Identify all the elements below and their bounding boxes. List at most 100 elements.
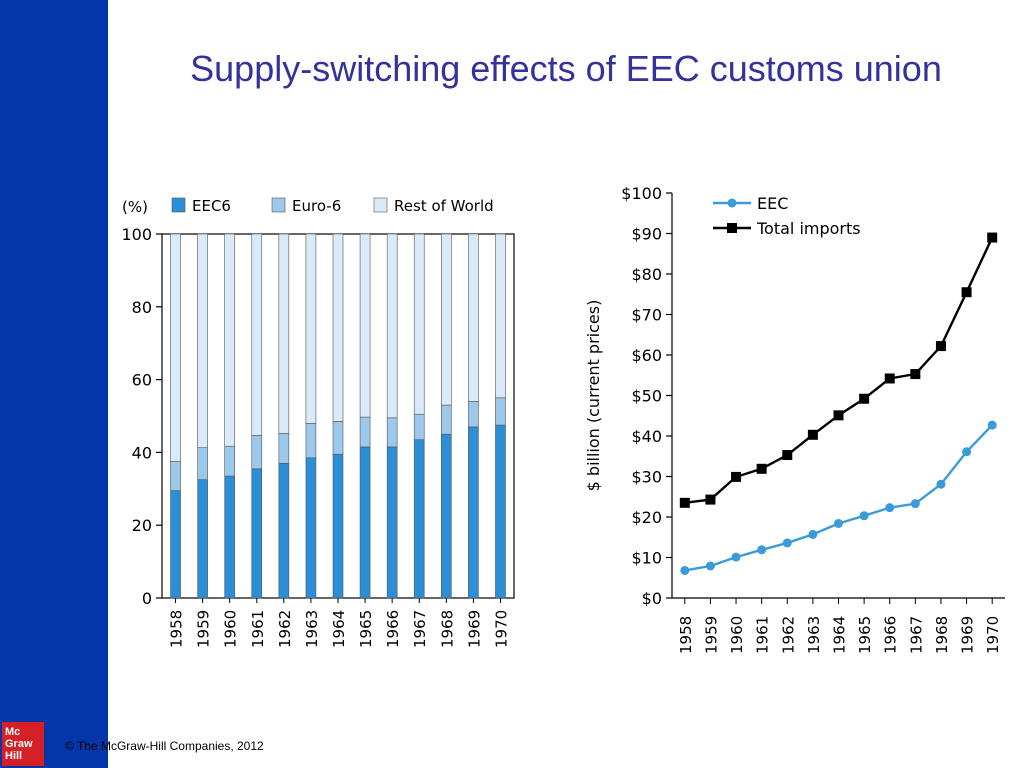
copyright-text: © The McGraw-Hill Companies, 2012 (65, 739, 264, 753)
x-tick-label: 1964 (831, 616, 849, 654)
data-point (885, 503, 895, 513)
legend-label: Total imports (756, 219, 861, 238)
x-tick-label: 1964 (330, 610, 348, 648)
bar-segment (305, 422, 317, 459)
bar-segment (386, 446, 398, 599)
legend-swatch (271, 197, 286, 213)
x-tick-label: 1963 (805, 616, 823, 654)
data-point (808, 529, 818, 539)
data-point (910, 369, 921, 380)
y-tick-label: $0 (642, 589, 662, 608)
legend-swatch (171, 197, 186, 213)
x-tick-label: 1968 (438, 610, 456, 648)
y-tick-label: 20 (132, 516, 152, 535)
data-point (910, 499, 920, 509)
y-tick-label: $30 (631, 468, 662, 487)
data-point (987, 420, 997, 430)
data-point (757, 545, 767, 555)
data-point (961, 287, 972, 298)
data-point (987, 232, 998, 243)
legend-marker (727, 223, 737, 233)
y-tick-label: $60 (631, 346, 662, 365)
y-tick-label: $20 (631, 508, 662, 527)
y-tick-label: $90 (631, 225, 662, 244)
bar-segment (170, 233, 181, 462)
logo-line-2: Graw (5, 738, 33, 750)
y-tick-label: 60 (132, 371, 152, 390)
x-tick-label: 1969 (959, 616, 977, 654)
y-tick-label: $10 (631, 549, 662, 568)
y-tick-label: $40 (631, 427, 662, 446)
bar-segment (332, 453, 344, 599)
stacked-bar-chart: 0 20 40 60 80 100 1958 1959 1960 1961 1962 1963 1964… (121, 197, 515, 648)
bar-segment (359, 416, 371, 448)
legend-swatch (373, 197, 388, 213)
bar-segment (441, 233, 452, 406)
line-chart: $0 $10 $20 $30 $40 $50 $60 $70 $80 $90 $100 1958 195… (584, 184, 1005, 654)
bar-segment (278, 463, 290, 599)
logo-line-1: Mc (5, 726, 21, 738)
data-point (884, 373, 895, 384)
x-tick-label: 1962 (779, 616, 797, 654)
data-point (731, 552, 741, 562)
y-tick-label: $100 (621, 184, 662, 203)
x-tick-label: 1969 (465, 610, 483, 648)
data-point (834, 518, 843, 528)
bar-segment (251, 434, 263, 470)
bar-segment (332, 421, 344, 455)
data-point (756, 463, 767, 474)
x-tick-label: 1963 (303, 610, 321, 648)
data-point (680, 565, 690, 575)
x-tick-label: 1968 (933, 616, 951, 654)
x-tick-label: 1962 (276, 610, 294, 648)
bar-segment (386, 417, 398, 448)
bar-segment (197, 479, 208, 599)
legend-label: EEC6 (192, 197, 231, 215)
bar-segment (495, 424, 506, 599)
data-point (833, 410, 844, 421)
data-point (962, 447, 972, 457)
x-tick-label: 1967 (411, 610, 429, 648)
x-tick-label: 1970 (492, 610, 510, 648)
bar-segment (413, 439, 425, 599)
bar-segment (278, 433, 290, 464)
x-tick-label: 1965 (357, 610, 375, 648)
series-line (684, 237, 994, 505)
x-tick-label: 1966 (882, 616, 900, 654)
y-axis-label: (%) (122, 198, 148, 216)
x-tick-label: 1960 (222, 610, 240, 648)
y-axis-label: $ billion (current prices) (584, 300, 603, 492)
data-point (782, 450, 793, 461)
bar-segment (170, 461, 181, 491)
bar-segment (495, 233, 506, 399)
legend-label: Rest of World (394, 197, 494, 215)
x-tick-label: 1958 (168, 610, 186, 648)
bar-segment (224, 475, 235, 599)
bar-segment (441, 433, 452, 599)
series-line (684, 424, 994, 572)
bar-segment (305, 233, 317, 424)
y-tick-label: 80 (132, 298, 152, 317)
x-tick-label: 1967 (907, 616, 925, 654)
x-tick-label: 1959 (195, 610, 213, 648)
y-tick-label: $50 (631, 387, 662, 406)
x-tick-label: 1965 (856, 616, 874, 654)
x-tick-label: 1970 (984, 616, 1002, 654)
logo-line-3: Hill (5, 750, 23, 762)
data-point (936, 479, 946, 489)
bar-segment (251, 233, 263, 436)
x-tick-label: 1959 (702, 616, 720, 654)
y-tick-label: 0 (142, 589, 152, 608)
x-tick-label: 1958 (677, 616, 695, 654)
data-point (859, 393, 870, 404)
bar-segment (386, 233, 398, 419)
bar-segment (251, 468, 263, 599)
x-tick-label: 1960 (728, 616, 746, 654)
bar-segment (278, 233, 290, 434)
bar-segment (170, 490, 181, 599)
data-point (935, 341, 946, 352)
data-point (782, 538, 792, 548)
data-point (859, 511, 869, 521)
x-tick-label: 1961 (754, 616, 772, 654)
y-tick-label: $80 (631, 265, 662, 284)
